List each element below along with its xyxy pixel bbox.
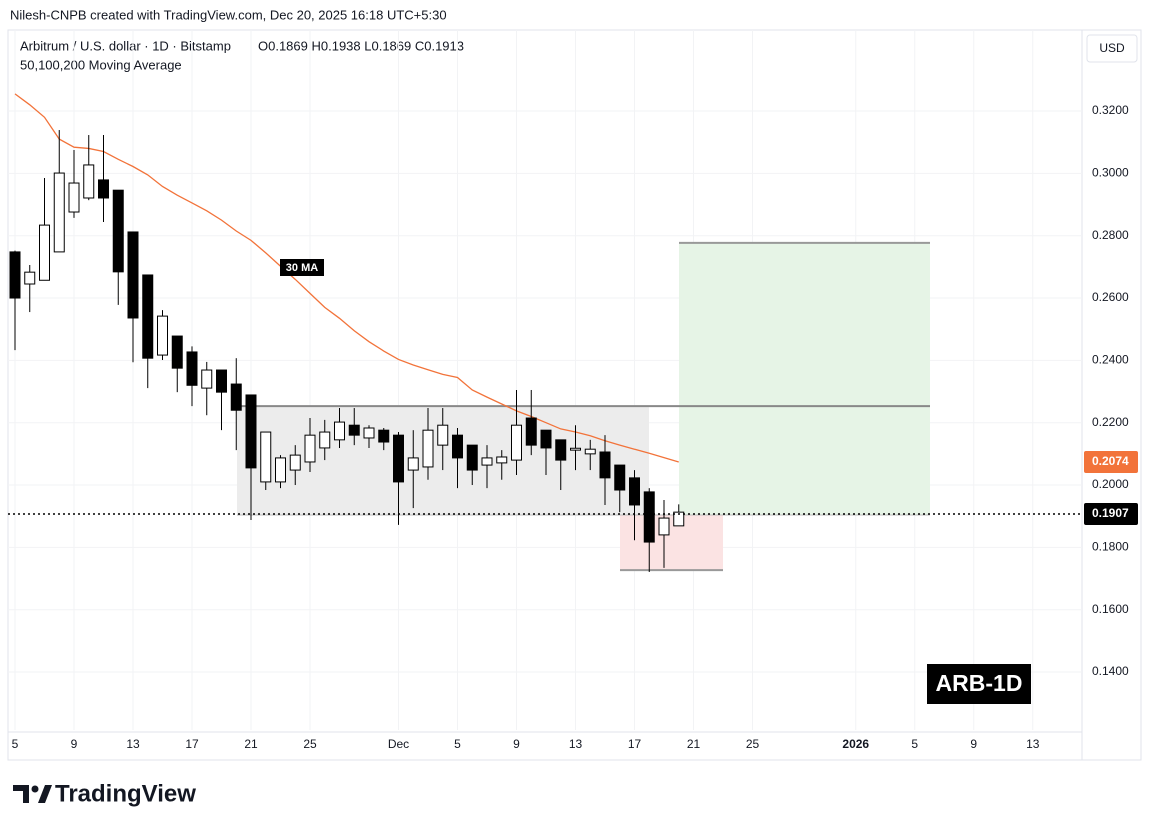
candle-body	[452, 434, 463, 459]
candle-body	[378, 429, 390, 443]
candle-body	[422, 429, 434, 468]
plot: 0.1400 0.1600 0.1800 0.2000 0.2200 0.2400 0.26…	[8, 30, 1138, 751]
last-price-box	[1084, 503, 1138, 526]
candle-body	[112, 189, 124, 273]
badge: ARB-1D	[936, 670, 1023, 696]
candle-body	[275, 457, 286, 483]
candle-body	[157, 315, 168, 356]
x-tick-label: 13	[569, 737, 583, 751]
ma-label: 30 MA	[286, 262, 318, 274]
candle-body	[127, 231, 139, 319]
y-tick-label: 0.1400	[1092, 664, 1129, 678]
x-tick-label: 13	[1026, 737, 1040, 751]
zone	[679, 242, 930, 515]
currency-box	[1086, 34, 1138, 63]
x-tick-label: 21	[244, 737, 258, 751]
credit: Nilesh-CNPB created with TradingView.com…	[10, 7, 447, 22]
ma-line	[14, 93, 679, 463]
candle-body	[186, 351, 198, 386]
candle-body	[629, 477, 640, 506]
x-tick-label: 21	[687, 737, 701, 751]
y-tick-label: 0.2200	[1092, 415, 1129, 429]
candle-body	[53, 172, 65, 253]
y-tick-label: 0.1800	[1092, 540, 1129, 554]
candle-body	[481, 457, 493, 466]
candle-body	[245, 394, 257, 469]
candle-body	[673, 511, 685, 527]
candle-body	[304, 434, 316, 463]
y-tick-label: 0.3200	[1092, 103, 1129, 117]
x-tick-label: 25	[303, 737, 317, 751]
x-tick-label: 5	[454, 737, 461, 751]
x-tick-label: 5	[911, 737, 918, 751]
chart-frame	[7, 29, 1142, 761]
badge-box	[927, 664, 1031, 704]
x-tick-label: Dec	[388, 737, 409, 751]
candle-body	[98, 179, 109, 199]
candle-body	[540, 429, 552, 449]
candle-body	[9, 251, 21, 299]
candle-body	[348, 424, 360, 436]
candle-body	[216, 369, 227, 393]
candle-body	[570, 447, 581, 451]
indicator-label: 50,100,200 Moving Average	[20, 57, 182, 72]
candle-body	[319, 431, 331, 449]
x-tick-label: 5	[12, 737, 19, 751]
brand-logo	[13, 785, 52, 803]
candle-body	[658, 517, 670, 536]
candle-body	[511, 424, 522, 461]
candle-body	[24, 271, 36, 285]
x-tick-label: 17	[185, 737, 199, 751]
candle-body	[466, 444, 478, 471]
y-tick-label: 0.2600	[1092, 290, 1129, 304]
candle-body	[437, 424, 449, 446]
candle-body	[599, 451, 611, 479]
ma-label-box	[280, 259, 324, 276]
candle-body	[201, 369, 213, 389]
x-tick-label: 2026	[842, 737, 869, 751]
candle-body	[407, 457, 419, 471]
currency: USD	[1099, 41, 1125, 55]
candle-body	[260, 431, 272, 483]
candle-body	[584, 448, 596, 455]
candle-body	[496, 456, 508, 464]
ma-last-label: 0.2074	[1092, 454, 1129, 468]
candle-body	[555, 439, 567, 461]
candle-body	[525, 417, 537, 446]
y-tick-label: 0.1600	[1092, 602, 1129, 616]
x-tick-label: 9	[71, 737, 78, 751]
candle-body	[643, 491, 655, 543]
candle-body	[39, 224, 50, 281]
ohlc-label: O0.1869 H0.1938 L0.1869 C0.1913	[258, 38, 464, 53]
x-tick-label: 9	[970, 737, 977, 751]
zone	[620, 514, 723, 571]
y-tick-label: 0.3000	[1092, 166, 1129, 180]
candle-body	[171, 335, 183, 369]
last-price-label: 0.1907	[1092, 506, 1129, 520]
candle-body	[289, 454, 301, 471]
candle-body	[83, 164, 95, 199]
brand: TradingView	[55, 780, 196, 807]
x-tick-label: 17	[628, 737, 642, 751]
ma-last-box	[1084, 450, 1138, 473]
x-tick-label: 25	[746, 737, 760, 751]
candle-body	[393, 434, 404, 483]
y-tick-label: 0.2800	[1092, 228, 1129, 242]
candle-body	[230, 383, 242, 411]
candle-body	[142, 274, 154, 359]
candle-body	[334, 421, 345, 441]
y-tick-label: 0.2400	[1092, 353, 1129, 367]
x-tick-label: 13	[126, 737, 140, 751]
candle-body	[68, 182, 80, 213]
candle-body	[614, 464, 626, 491]
y-tick-label: 0.2000	[1092, 477, 1129, 491]
chart-title: Arbitrum / U.S. dollar · 1D · Bitstamp	[20, 38, 231, 53]
x-tick-label: 9	[513, 737, 520, 751]
candle-body	[363, 427, 375, 439]
